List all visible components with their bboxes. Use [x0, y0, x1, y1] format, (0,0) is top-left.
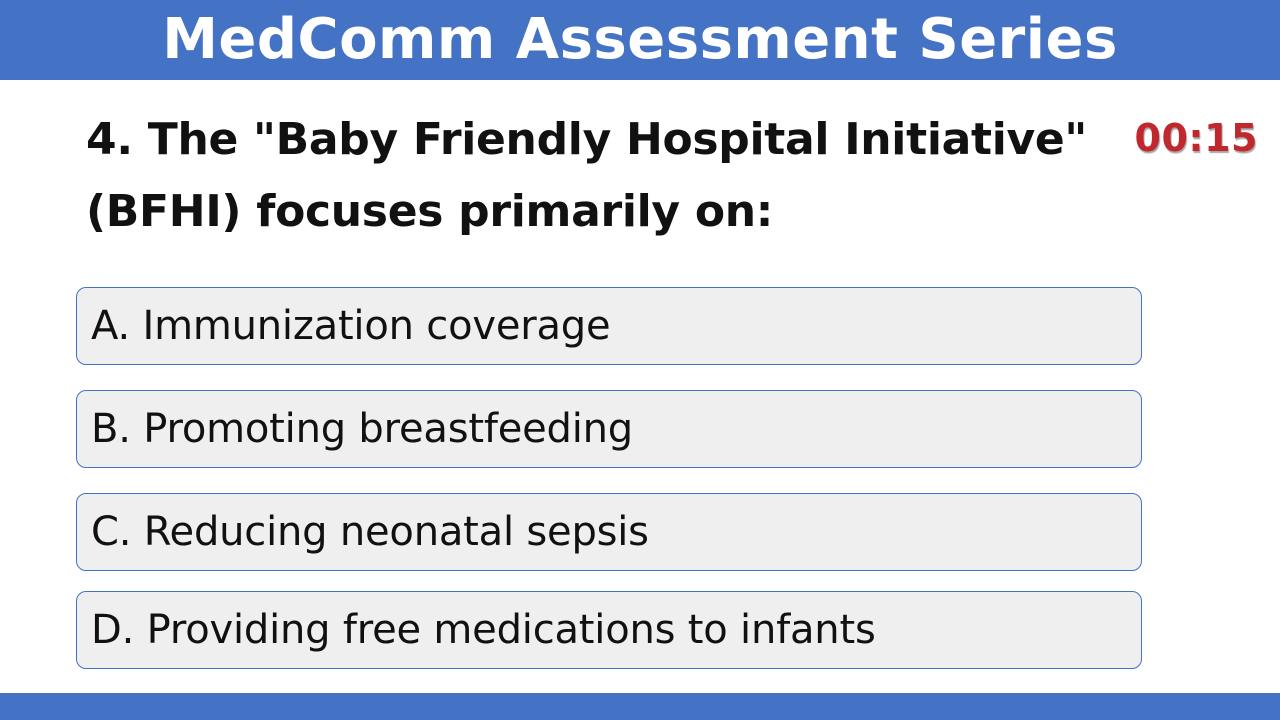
option-d-button[interactable]: D. Providing free medications to infants — [76, 591, 1142, 669]
option-d-label: D. Providing free medications to infants — [91, 607, 876, 653]
footer-bar — [0, 693, 1280, 720]
option-b-label: B. Promoting breastfeeding — [91, 406, 633, 452]
option-b-button[interactable]: B. Promoting breastfeeding — [76, 390, 1142, 468]
option-a-button[interactable]: A. Immunization coverage — [76, 287, 1142, 365]
option-c-button[interactable]: C. Reducing neonatal sepsis — [76, 493, 1142, 571]
series-title: MedComm Assessment Series — [162, 7, 1118, 72]
header-bar: MedComm Assessment Series — [0, 0, 1280, 80]
option-c-label: C. Reducing neonatal sepsis — [91, 509, 649, 555]
question-text: 4. The "Baby Friendly Hospital Initiativ… — [86, 114, 1088, 237]
option-a-label: A. Immunization coverage — [91, 303, 611, 349]
countdown-timer: 00:15 — [1134, 116, 1258, 160]
